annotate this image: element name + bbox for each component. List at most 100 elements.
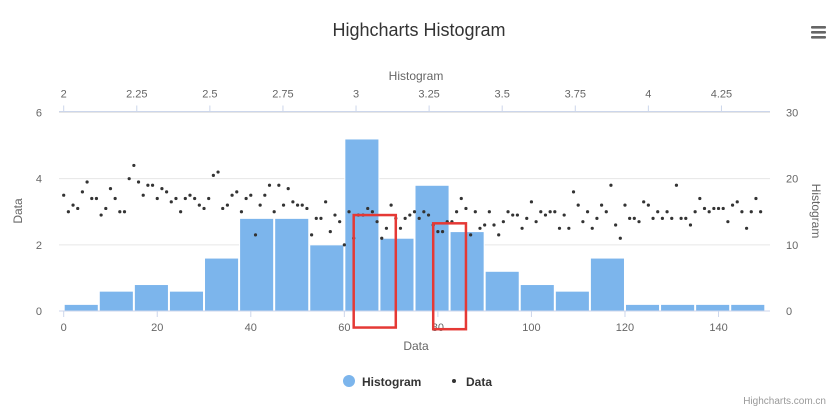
data-point bbox=[506, 210, 510, 214]
x-axis-top-title: Histogram bbox=[389, 69, 444, 83]
x-bottom-tick-label: 100 bbox=[522, 322, 540, 334]
data-point bbox=[305, 206, 309, 211]
x-bottom-tick-label: 60 bbox=[338, 322, 350, 334]
x-top-tick-label: 2 bbox=[61, 89, 67, 101]
data-point bbox=[483, 223, 487, 227]
x-top-tick-label: 2.5 bbox=[202, 89, 217, 101]
y-left-tick-label: 2 bbox=[36, 240, 42, 252]
legend-data-symbol bbox=[452, 379, 456, 383]
data-point bbox=[347, 210, 351, 214]
legend-data-label: Data bbox=[466, 375, 492, 389]
y-axis-right-title: Histogram bbox=[809, 184, 823, 239]
data-point bbox=[211, 173, 215, 177]
data-point bbox=[707, 210, 711, 214]
hamburger-menu-icon[interactable] bbox=[808, 22, 828, 42]
data-point bbox=[174, 196, 178, 201]
histogram-series bbox=[63, 138, 766, 312]
data-point bbox=[670, 216, 674, 220]
data-point bbox=[539, 210, 543, 214]
data-point bbox=[108, 186, 113, 191]
data-point bbox=[562, 213, 566, 217]
legend-item-data[interactable]: Data bbox=[452, 375, 492, 389]
data-point bbox=[501, 220, 505, 224]
histogram-bar bbox=[63, 303, 99, 312]
data-point bbox=[487, 210, 491, 214]
data-point bbox=[529, 200, 534, 204]
data-point bbox=[118, 210, 122, 214]
data-point bbox=[567, 226, 571, 230]
data-point bbox=[557, 226, 562, 230]
data-point bbox=[492, 223, 496, 227]
histogram-bar bbox=[98, 290, 134, 312]
data-point bbox=[454, 210, 459, 214]
data-point bbox=[744, 226, 749, 230]
data-point bbox=[426, 213, 431, 217]
data-point bbox=[646, 203, 650, 207]
x-bottom-tick-label: 120 bbox=[616, 322, 634, 334]
data-point bbox=[398, 226, 403, 230]
data-point bbox=[155, 196, 159, 201]
data-point bbox=[525, 216, 529, 220]
data-point bbox=[281, 203, 286, 207]
y-right-tick-label: 20 bbox=[786, 174, 798, 186]
data-point bbox=[440, 230, 445, 234]
data-point bbox=[314, 216, 318, 220]
data-point bbox=[277, 183, 281, 187]
y-right-tick-label: 30 bbox=[786, 108, 798, 120]
data-point bbox=[193, 196, 197, 201]
data-point bbox=[183, 196, 187, 201]
x-top-tick-label: 3 bbox=[353, 89, 359, 101]
data-point bbox=[548, 210, 552, 214]
credits-link[interactable]: Highcharts.com.cn bbox=[743, 396, 826, 407]
axes bbox=[59, 111, 770, 312]
data-point bbox=[71, 203, 75, 207]
histogram-bar bbox=[309, 244, 345, 312]
data-point bbox=[520, 226, 524, 230]
data-point bbox=[141, 193, 145, 197]
histogram-bar bbox=[344, 138, 380, 312]
data-point bbox=[693, 210, 697, 214]
data-point bbox=[160, 186, 164, 191]
x-bottom-tick-label: 40 bbox=[245, 322, 257, 334]
data-point bbox=[333, 213, 337, 217]
x-axis-bottom-title: Data bbox=[403, 339, 429, 353]
data-point bbox=[244, 196, 248, 201]
data-point bbox=[291, 200, 295, 204]
data-point bbox=[263, 193, 267, 197]
x-top-tick-label: 2.75 bbox=[272, 89, 293, 101]
data-point bbox=[721, 206, 725, 211]
legend-histogram-symbol bbox=[343, 375, 355, 387]
data-point bbox=[740, 210, 744, 214]
data-point bbox=[571, 190, 576, 194]
histogram-bar bbox=[624, 303, 661, 312]
data-point bbox=[207, 196, 211, 201]
data-point bbox=[642, 200, 646, 204]
data-point bbox=[272, 210, 276, 214]
data-point bbox=[188, 193, 192, 197]
data-point bbox=[146, 183, 150, 187]
legend-item-histogram[interactable]: Histogram bbox=[343, 375, 421, 389]
data-point bbox=[637, 220, 641, 224]
data-point bbox=[665, 210, 669, 214]
data-point bbox=[76, 206, 80, 211]
data-point bbox=[253, 233, 258, 237]
data-point bbox=[534, 220, 538, 224]
data-point bbox=[698, 196, 702, 201]
data-point bbox=[660, 216, 664, 220]
data-point bbox=[267, 183, 272, 187]
data-point bbox=[169, 200, 173, 204]
data-point bbox=[309, 233, 314, 237]
data-point bbox=[459, 196, 463, 201]
data-point bbox=[473, 210, 477, 214]
data-point bbox=[478, 226, 482, 230]
data-point bbox=[656, 210, 660, 214]
data-point bbox=[688, 223, 693, 227]
data-point bbox=[422, 210, 426, 214]
data-point bbox=[469, 233, 473, 237]
x-top-tick-label: 4 bbox=[645, 89, 651, 101]
data-point bbox=[328, 230, 332, 234]
data-point bbox=[235, 190, 239, 194]
histogram-bar bbox=[133, 284, 169, 312]
data-point bbox=[300, 203, 304, 207]
